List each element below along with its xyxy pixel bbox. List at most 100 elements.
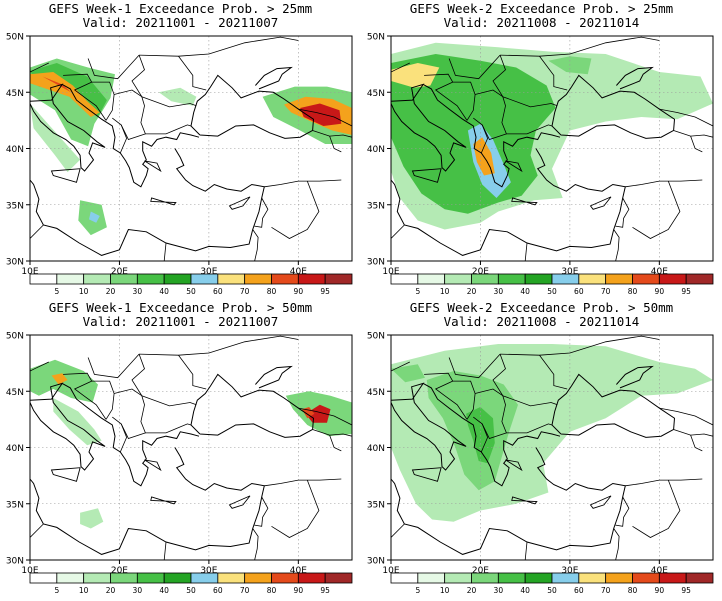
colorbar-swatch <box>658 273 687 285</box>
country-border <box>473 353 507 439</box>
colorbar-swatch <box>110 273 138 285</box>
colorbar-label: 40 <box>520 586 530 595</box>
colorbar-swatch <box>390 572 419 584</box>
colorbar-label: 50 <box>547 586 557 595</box>
colorbar-label: 90 <box>655 287 665 296</box>
lat-tick-label: 45N <box>6 388 24 398</box>
country-border <box>625 478 703 487</box>
country-border <box>145 124 192 135</box>
lon-tick-label: 30E <box>561 566 578 576</box>
country-border <box>73 81 107 121</box>
country-border <box>298 108 352 127</box>
colorbar-swatch <box>390 273 419 285</box>
coastline <box>551 373 676 438</box>
island <box>144 459 162 472</box>
coastline <box>190 373 315 438</box>
coastline <box>30 382 106 471</box>
probability-contour <box>53 398 102 446</box>
colorbar-swatch <box>163 273 192 285</box>
island <box>505 160 523 173</box>
island <box>411 168 442 183</box>
probability-contour <box>30 103 81 173</box>
colorbar-label: 10 <box>440 287 450 296</box>
colorbar-swatch <box>136 572 165 584</box>
country-border <box>613 229 620 261</box>
map-layers <box>391 335 713 560</box>
country-border <box>434 81 468 121</box>
country-border <box>178 354 207 390</box>
colorbar-label: 90 <box>294 586 304 595</box>
colorbar-label: 40 <box>159 586 169 595</box>
lon-tick-label: 10E <box>21 267 38 277</box>
lon-tick-label: 30E <box>200 566 217 576</box>
map-plot: 10E 20E 30E 40E 50N 45N 40N 35N 30N <box>367 332 714 576</box>
country-border <box>625 179 703 188</box>
colorbar-label: 5 <box>415 287 420 296</box>
lon-tick-label: 20E <box>111 566 128 576</box>
coastline <box>422 83 561 188</box>
country-border <box>329 434 342 452</box>
country-border <box>473 54 507 140</box>
probability-contour <box>51 373 68 385</box>
valid-period: Valid: 20211001 - 20211007 <box>82 314 279 329</box>
island <box>511 197 538 206</box>
lat-tick-label: 30N <box>6 557 24 567</box>
lon-tick-label: 30E <box>561 267 578 277</box>
colorbar-swatch <box>297 273 326 285</box>
lat-tick-label: 40N <box>6 145 24 155</box>
island <box>511 496 538 505</box>
map-layers <box>391 36 713 261</box>
country-border <box>475 89 504 98</box>
lon-tick-label: 10E <box>21 566 38 576</box>
colorbar-label: 5 <box>54 586 59 595</box>
colorbar-swatch <box>136 273 165 285</box>
lon-tick-label: 10E <box>382 267 399 277</box>
colorbar-label: 95 <box>681 287 691 296</box>
country-border <box>391 224 405 239</box>
island <box>589 196 612 210</box>
country-border <box>502 395 558 407</box>
coastline <box>551 74 676 139</box>
colorbar-swatch <box>244 572 272 584</box>
lat-tick-label: 40N <box>6 444 24 454</box>
colorbar-swatch <box>605 572 633 584</box>
lat-tick-label: 30N <box>367 557 385 567</box>
colorbar-swatch <box>497 273 526 285</box>
country-border <box>448 353 501 379</box>
lon-tick-label: 10E <box>382 566 399 576</box>
colorbar-swatch <box>444 572 472 584</box>
country-border <box>254 197 269 228</box>
colorbar-label: 95 <box>320 287 330 296</box>
country-border <box>163 242 167 261</box>
country-border <box>252 229 259 261</box>
probability-contour <box>30 72 100 117</box>
panel-week1-50mm: GEFS Week-1 Exceedance Prob. > 50mm Vali… <box>0 299 361 598</box>
map-plot: 10E 20E 30E 40E 50N 45N 40N 35N 30N <box>6 33 353 277</box>
lon-tick-label: 20E <box>472 566 489 576</box>
probability-contour <box>80 508 104 529</box>
country-border <box>112 353 146 439</box>
lon-tick-label: 20E <box>111 267 128 277</box>
colorbar-label: 95 <box>320 586 330 595</box>
island <box>50 467 81 482</box>
country-border <box>659 407 713 426</box>
country-border <box>329 135 342 153</box>
panel-week1-25mm: GEFS Week-1 Exceedance Prob. > 25mm Vali… <box>0 0 361 299</box>
colorbar: 5 10 20 30 40 50 60 70 80 90 95 <box>29 273 353 296</box>
country-border <box>480 124 489 154</box>
country-border <box>539 354 568 390</box>
lon-tick-label: 30E <box>200 267 217 277</box>
colorbar-swatch <box>551 572 580 584</box>
island <box>505 459 523 472</box>
colorbar-swatch <box>324 572 353 584</box>
country-border <box>30 523 44 538</box>
coastline <box>391 148 626 256</box>
panel-week2-25mm: GEFS Week-2 Exceedance Prob. > 25mm Vali… <box>361 0 722 299</box>
lat-tick-label: 45N <box>367 388 385 398</box>
country-border <box>475 388 504 397</box>
colorbar-swatch <box>244 273 272 285</box>
valid-period: Valid: 20211008 - 20211014 <box>443 15 640 30</box>
colorbar-swatch <box>524 273 553 285</box>
country-border <box>424 372 476 420</box>
panel-week2-50mm: GEFS Week-2 Exceedance Prob. > 50mm Vali… <box>361 299 722 598</box>
